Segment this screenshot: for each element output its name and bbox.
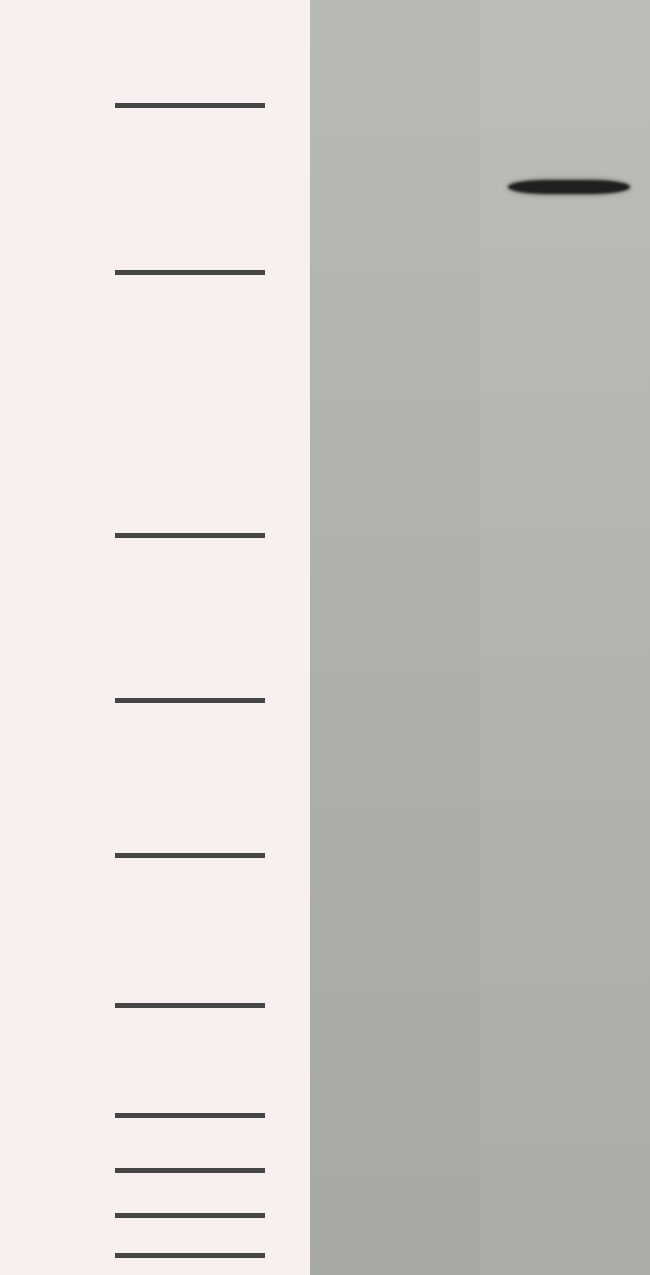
- marker-tick: [115, 1253, 265, 1258]
- marker-tick: [115, 698, 265, 703]
- marker-tick: [115, 1168, 265, 1173]
- ladder-area: 1889862493828171463: [0, 0, 310, 1275]
- blot-band: [508, 180, 630, 194]
- marker-tick: [115, 103, 265, 108]
- marker-tick: [115, 1113, 265, 1118]
- marker-tick: [115, 533, 265, 538]
- marker-tick: [115, 853, 265, 858]
- marker-tick: [115, 270, 265, 275]
- marker-tick: [115, 1213, 265, 1218]
- blot-canvas: 1889862493828171463: [0, 0, 650, 1275]
- marker-tick: [115, 1003, 265, 1008]
- blot-area: [310, 0, 650, 1275]
